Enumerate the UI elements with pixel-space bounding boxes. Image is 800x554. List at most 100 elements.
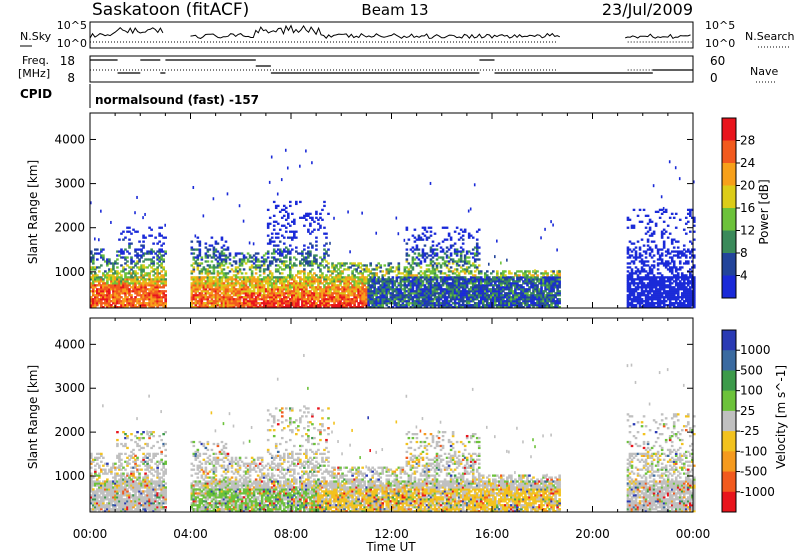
heatmap-cell [284,264,288,267]
heatmap-cell [429,264,433,267]
heatmap-cell [276,270,280,273]
heatmap-cell [226,284,230,287]
heatmap-cell [303,258,306,261]
heatmap-cell [419,282,423,285]
heatmap-cell [258,306,262,309]
heatmap-cell [315,290,318,293]
heatmap-cell [288,230,292,233]
heatmap-cell [303,292,306,295]
heatmap-cell [102,274,105,277]
heatmap-cell [457,304,461,307]
heatmap-cell [280,290,284,293]
heatmap-cell [295,250,298,253]
heatmap-cell [357,306,360,309]
heatmap-cell [94,304,97,307]
heatmap-cell [138,266,141,269]
heatmap-cell [222,292,226,295]
heatmap-cell [433,294,437,297]
heatmap-cell [284,284,288,287]
heatmap-cell [331,304,334,307]
heatmap-cell [280,292,284,295]
heatmap-cell [158,292,161,295]
heatmap-cell [339,264,342,267]
heatmap-cell [148,282,151,285]
heatmap-cell [284,254,288,257]
heatmap-cell [96,276,99,279]
heatmap-cell [477,290,481,293]
heatmap-cell [214,284,218,287]
heatmap-cell [224,258,228,261]
heatmap-cell [92,300,95,303]
heatmap-cell [194,260,198,263]
heatmap-cell [276,248,280,251]
heatmap-cell [337,278,340,281]
heatmap-cell [270,274,274,277]
heatmap-cell [192,290,196,293]
heatmap-cell [288,252,292,255]
heatmap-cell [311,280,314,283]
heatmap-cell [246,278,250,281]
heatmap-cell [335,298,338,301]
heatmap-cell [210,306,214,309]
heatmap-cell [504,284,507,287]
heatmap-cell [644,256,648,259]
heatmap-cell [220,296,224,299]
heatmap-cell [451,282,455,285]
heatmap-cell [144,296,147,299]
heatmap-cell [210,304,214,307]
heatmap-cell [367,302,370,305]
heatmap-cell [401,292,405,295]
heatmap-cell [371,272,375,275]
heatmap-cell [130,266,133,269]
heatmap-cell [270,292,274,295]
heatmap-cell [303,214,306,217]
heatmap-cell [313,294,316,297]
heatmap-cell [399,300,403,303]
heatmap-cell [502,282,505,285]
heatmap-cell [443,298,447,301]
heatmap-cell [453,286,457,289]
heatmap-cell [200,290,204,293]
heatmap-cell [118,290,121,293]
heatmap-cell [347,280,350,283]
heatmap-cell [425,288,429,291]
heatmap-cell [120,286,123,289]
heatmap-cell [413,236,417,239]
heatmap-cell [252,262,256,265]
heatmap-cell [441,258,445,261]
heatmap-cell [270,296,274,299]
heatmap-cell [220,254,224,257]
heatmap-cell [403,292,407,295]
heatmap-cell [401,288,405,291]
heatmap-cell [395,288,399,291]
heatmap-cell [339,294,342,297]
heatmap-cell [222,264,226,267]
heatmap-cell [463,304,467,307]
heatmap-cell [224,256,228,259]
heatmap-cell [411,282,415,285]
heatmap-cell [399,288,403,291]
heatmap-cell [435,258,439,261]
heatmap-cell [395,294,399,297]
heatmap-cell [445,282,449,285]
heatmap-cell [212,248,216,251]
heatmap-cell [204,286,208,289]
heatmap-cell [311,264,314,267]
heatmap-cell [278,300,282,303]
heatmap-cell [200,280,204,283]
heatmap-cell [156,250,159,253]
heatmap-cell [393,302,397,305]
heatmap-cell [405,270,409,273]
heatmap-cell [642,268,646,271]
heatmap-cell [339,272,342,275]
heatmap-cell [317,288,320,291]
heatmap-cell [118,292,121,295]
heatmap-cell [479,286,483,289]
heatmap-cell [252,290,256,293]
heatmap-cell [220,270,224,273]
heatmap-cell [325,282,328,285]
heatmap-cell [94,278,97,281]
heatmap-cell [162,292,165,295]
heatmap-cell [130,258,133,261]
heatmap-cell [311,274,314,277]
